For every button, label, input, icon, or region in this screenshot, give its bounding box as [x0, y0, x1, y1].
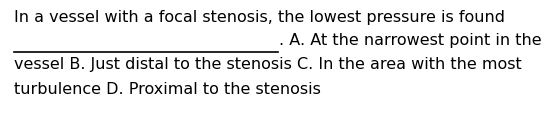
- Text: In a vessel with a focal stenosis, the lowest pressure is found: In a vessel with a focal stenosis, the l…: [14, 10, 505, 25]
- Text: vessel B. Just distal to the stenosis C. In the area with the most: vessel B. Just distal to the stenosis C.…: [14, 57, 522, 72]
- Text: . A. At the narrowest point in the: . A. At the narrowest point in the: [279, 33, 542, 48]
- Text: turbulence D. Proximal to the stenosis: turbulence D. Proximal to the stenosis: [14, 82, 321, 97]
